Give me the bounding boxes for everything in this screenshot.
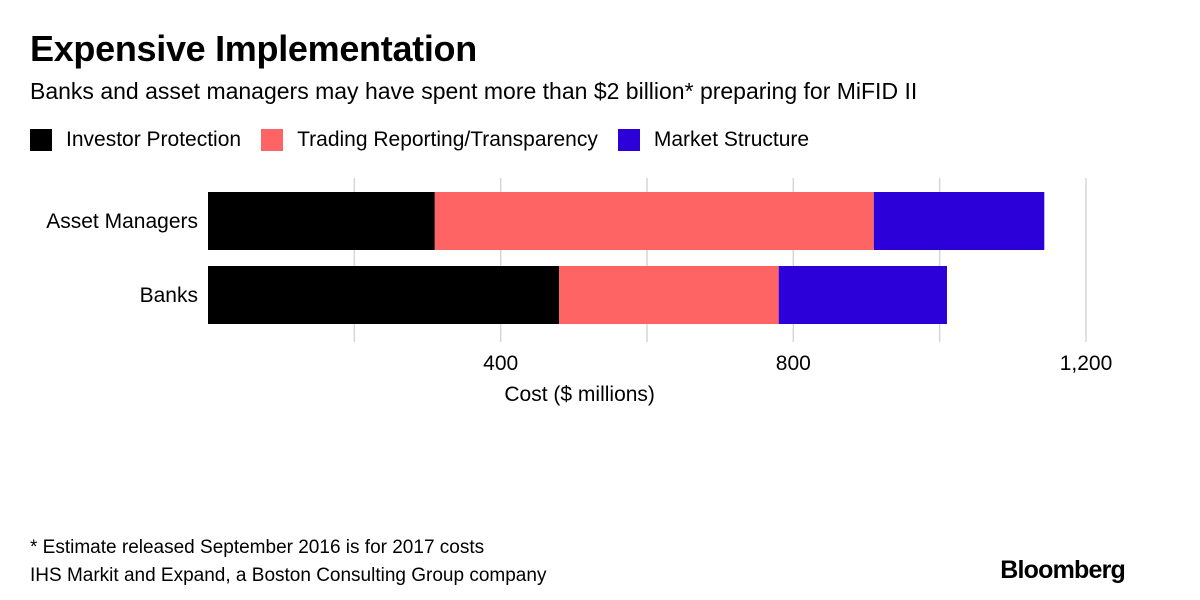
footnote-note: * Estimate released September 2016 is fo…: [30, 537, 485, 558]
bar-asset-managers-investor-protection: [208, 192, 435, 250]
x-tick-label-400: 400: [483, 352, 518, 375]
bar-asset-managers-market-structure: [873, 192, 1045, 250]
legend-item-investor-protection: Investor Protection: [30, 128, 241, 152]
legend: Investor Protection Trading Reporting/Tr…: [30, 128, 829, 152]
footnote-source: IHS Markit and Expand, a Boston Consulti…: [30, 565, 547, 586]
legend-label-investor-protection: Investor Protection: [66, 128, 242, 151]
bar-banks-trading-reporting-transparency: [559, 266, 779, 324]
legend-label-market-structure: Market Structure: [653, 128, 810, 151]
chart-subtitle: Banks and asset managers may have spent …: [30, 78, 918, 104]
legend-label-trading-reporting: Trading Reporting/Transparency: [297, 128, 598, 151]
x-tick-label-800: 800: [776, 352, 811, 375]
legend-swatch-market-structure: [617, 129, 640, 151]
legend-swatch-trading-reporting: [261, 129, 284, 151]
chart-title: Expensive Implementation: [30, 28, 477, 69]
bloomberg-logo: Bloomberg: [1000, 556, 1126, 584]
x-tick-label-1200: 1,200: [1060, 352, 1113, 375]
stacked-bar-chart: Asset Managers Banks 400 800 1,200 Cost ($ mi…: [46, 178, 1113, 406]
bar-banks-investor-protection: [208, 266, 560, 324]
category-label-asset-managers: Asset Managers: [46, 210, 198, 233]
footnote: * Estimate released September 2016 is fo…: [30, 534, 546, 590]
category-label-banks: Banks: [140, 284, 198, 307]
legend-item-market-structure: Market Structure: [617, 128, 810, 152]
x-axis-label: Cost ($ millions): [504, 383, 655, 406]
bar-asset-managers-trading-reporting-transparency: [434, 192, 874, 250]
bar-banks-market-structure: [778, 266, 947, 324]
legend-item-trading-reporting: Trading Reporting/Transparency: [261, 128, 598, 152]
legend-swatch-investor-protection: [30, 129, 52, 151]
